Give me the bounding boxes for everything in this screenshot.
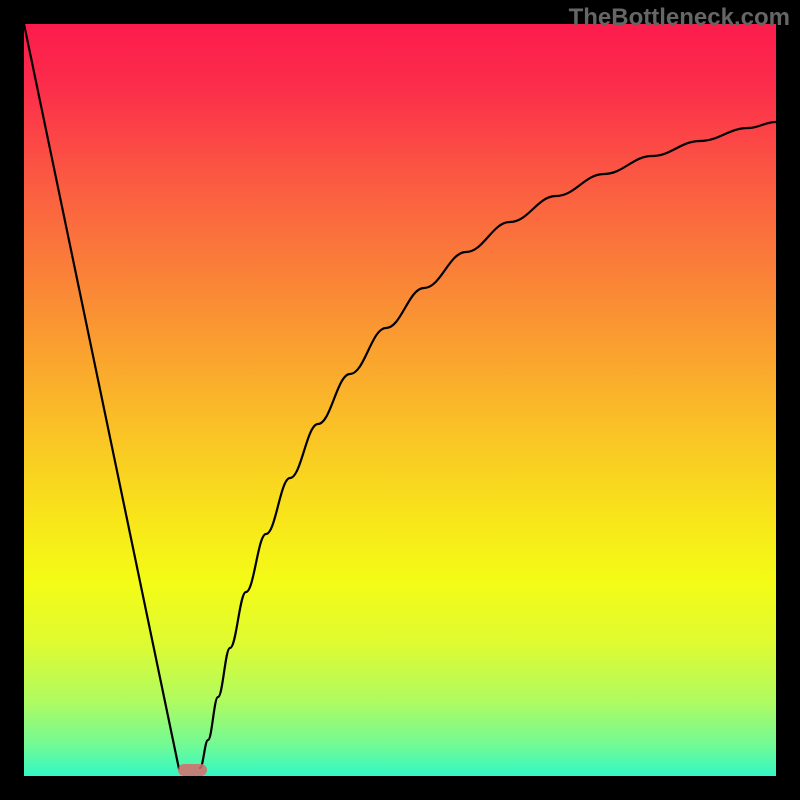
chart-svg [0, 0, 800, 800]
bottleneck-chart: TheBottleneck.com [0, 0, 800, 800]
watermark-text: TheBottleneck.com [569, 4, 790, 32]
plot-background [24, 24, 776, 776]
optimal-marker [178, 764, 207, 776]
